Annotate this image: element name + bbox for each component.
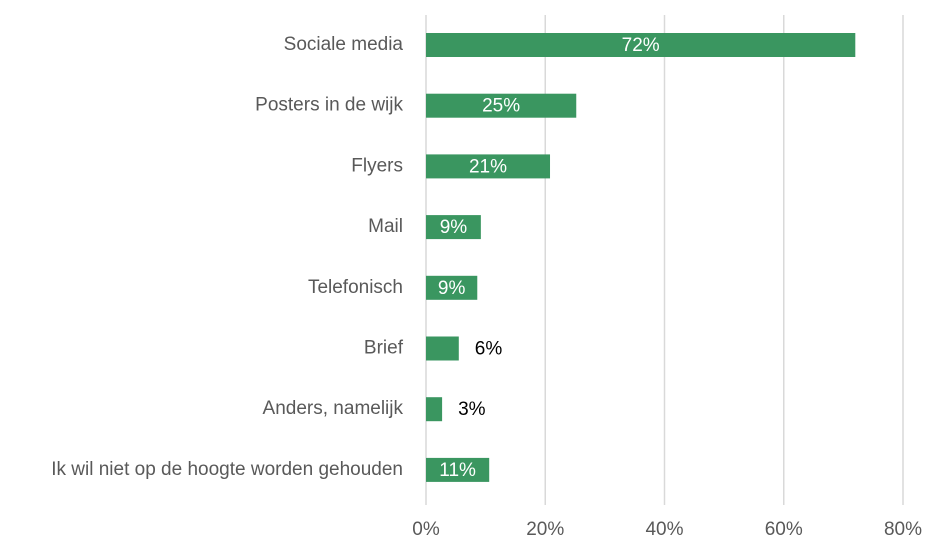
bar: [426, 336, 459, 361]
data-label: 21%: [469, 156, 507, 177]
data-label: 11%: [439, 460, 476, 481]
data-label: 9%: [438, 278, 466, 299]
bar: [426, 215, 481, 240]
bar: [426, 154, 551, 179]
y-tick-label: Mail: [368, 216, 403, 237]
bar: [426, 93, 577, 118]
x-tick-label: 40%: [645, 519, 683, 539]
y-tick-label: Ik wil niet op de hoogte worden gehouden: [51, 459, 403, 480]
y-tick-label: Posters in de wijk: [255, 95, 403, 116]
bar: [426, 33, 856, 57]
x-tick-label: 20%: [526, 519, 564, 539]
y-tick-label: Anders, namelijk: [263, 398, 404, 419]
x-tick-label: 80%: [884, 519, 922, 539]
data-label: 72%: [622, 35, 660, 56]
bar: [426, 397, 443, 422]
x-tick-label: 0%: [412, 519, 440, 539]
y-tick-label: Sociale media: [284, 34, 404, 55]
bar: [426, 275, 478, 300]
y-tick-label: Brief: [364, 338, 404, 359]
data-label: 9%: [440, 217, 468, 238]
y-tick-label: Telefonisch: [308, 277, 403, 298]
x-tick-label: 60%: [765, 519, 803, 539]
data-label: 25%: [482, 96, 520, 117]
data-label: 6%: [475, 339, 503, 360]
bar: [426, 457, 490, 482]
y-tick-label: Flyers: [351, 155, 403, 176]
data-label: 3%: [458, 399, 486, 420]
